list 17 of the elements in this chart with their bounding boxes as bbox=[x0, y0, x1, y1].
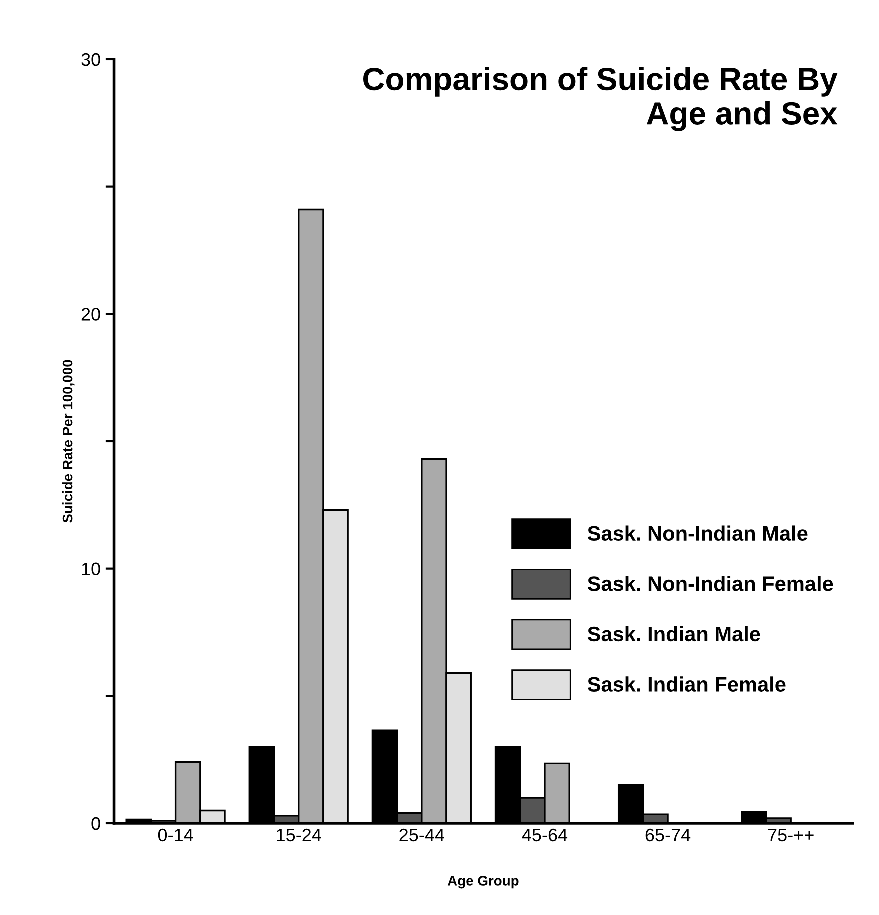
legend-label: Sask. Non-Indian Female bbox=[588, 576, 834, 592]
x-tick-label: 15-24 bbox=[277, 828, 322, 842]
y-tick-label: 0 bbox=[92, 817, 100, 830]
x-tick-label: 45-64 bbox=[522, 828, 568, 842]
y-tick-label: 10 bbox=[82, 562, 100, 576]
text: Comparison of Suicide Rate By Age and Sex bbox=[364, 67, 838, 132]
x-axis-title: Age Group bbox=[448, 876, 519, 889]
x-tick-label: 0-14 bbox=[158, 828, 194, 842]
legend-label: Sask. Indian Male bbox=[588, 626, 760, 642]
legend-label: Sask. Indian Female bbox=[588, 676, 786, 692]
legend-label: Sask. Non-Indian Male bbox=[588, 526, 808, 542]
y-axis-title: Suicide Rate Per 100,000 bbox=[62, 360, 75, 523]
y-tick-label: 20 bbox=[82, 308, 100, 321]
y-tick-label: 30 bbox=[82, 53, 100, 66]
x-tick-label: 65-74 bbox=[646, 828, 691, 842]
x-tick-label: 75-++ bbox=[768, 829, 814, 842]
x-tick-label: 25-44 bbox=[400, 828, 444, 842]
